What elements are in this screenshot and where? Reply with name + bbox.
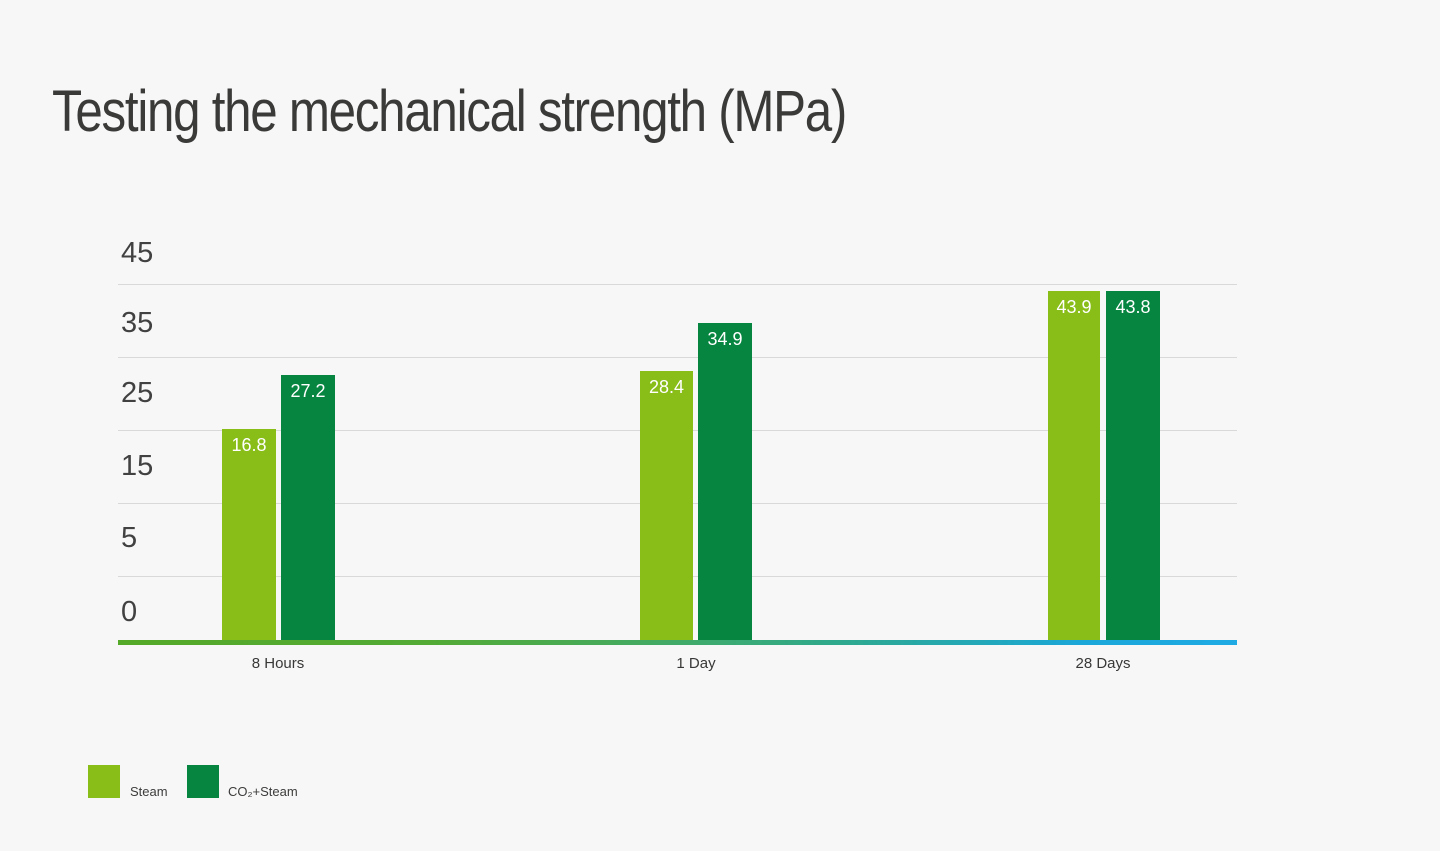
- bar-co2steam-8hours: 27.2: [281, 375, 335, 644]
- y-tick-label: 45: [121, 237, 154, 269]
- chart-title: Testing the mechanical strength (MPa): [52, 79, 847, 144]
- y-tick-label: 35: [121, 307, 154, 339]
- bar-steam-28days: 43.9: [1048, 291, 1100, 644]
- category-label: 8 Hours: [251, 655, 305, 672]
- legend-label-co2steam: CO₂+Steam: [228, 784, 298, 799]
- bar-co2steam-1day: 34.9: [698, 323, 752, 644]
- bar-value-label: 34.9: [707, 329, 743, 349]
- gridline: [118, 284, 1237, 285]
- bar-co2steam-28days: 43.8: [1106, 291, 1160, 644]
- y-tick-label: 15: [121, 450, 154, 482]
- y-tick-label: 25: [121, 377, 154, 409]
- legend-label-steam: Steam: [130, 784, 168, 799]
- legend-swatch-steam: [88, 765, 120, 798]
- category-label: 1 Day: [676, 655, 716, 672]
- bar-value-label: 43.9: [1056, 297, 1092, 317]
- category-label: 28 Days: [1075, 655, 1131, 672]
- bar-steam-1day: 28.4: [640, 371, 693, 644]
- bar-value-label: 28.4: [648, 377, 685, 397]
- gridline: [118, 357, 1237, 358]
- y-tick-label: 0: [121, 596, 138, 628]
- bar-value-label: 43.8: [1115, 297, 1151, 317]
- y-tick-label: 5: [121, 522, 138, 554]
- legend-swatch-co2steam: [187, 765, 219, 798]
- bar-value-label: 16.8: [231, 435, 267, 455]
- x-axis-baseline: [118, 640, 1237, 645]
- bar-value-label: 27.2: [290, 381, 326, 401]
- bar-steam-8hours: 16.8: [222, 429, 276, 644]
